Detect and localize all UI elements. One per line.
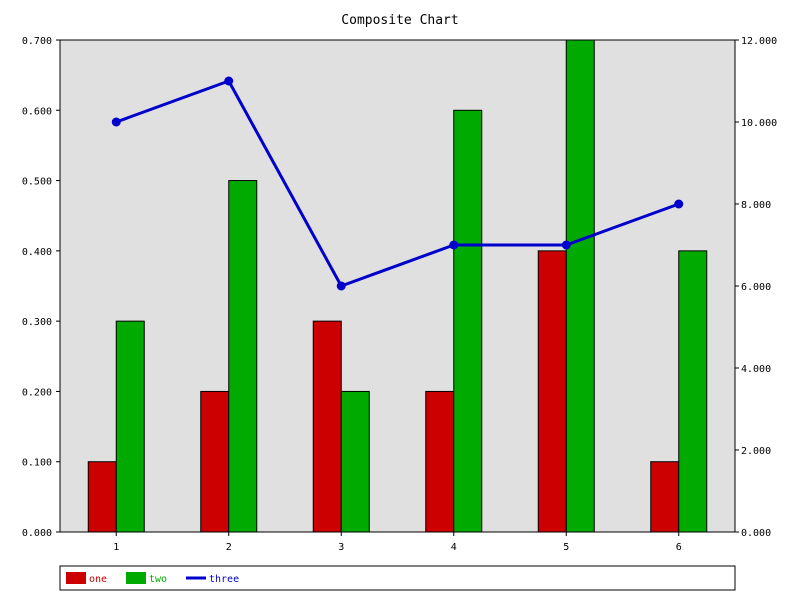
point-three-2 <box>224 76 234 86</box>
bar-two-3 <box>340 390 370 533</box>
x-tick-label: 3 <box>338 542 344 553</box>
bar-two-4 <box>453 109 483 533</box>
legend-label-one: one <box>89 574 107 585</box>
y2-tick-label: 8.000 <box>741 200 771 211</box>
bar-two-6 <box>678 250 708 533</box>
y2-tick-label: 12.000 <box>741 36 777 47</box>
x-tick-label: 1 <box>113 542 119 553</box>
point-three-5 <box>561 240 571 250</box>
bar-two-1 <box>115 320 145 533</box>
bar-one-4 <box>425 390 455 533</box>
legend-swatch-two <box>126 572 146 584</box>
bar-one-2 <box>200 390 230 533</box>
y-tick-label: 0.500 <box>22 177 52 188</box>
legend-label-two: two <box>149 574 167 585</box>
point-three-6 <box>674 199 684 209</box>
bar-two-5 <box>565 39 595 533</box>
chart-title: Composite Chart <box>341 13 458 28</box>
bar-two-2 <box>228 180 258 533</box>
legend-box <box>59 565 736 591</box>
plot-area <box>60 40 735 532</box>
x-tick-label: 5 <box>563 542 569 553</box>
y-tick-label: 0.400 <box>22 247 52 258</box>
y2-tick-label: 0.000 <box>741 528 771 539</box>
y-tick-label: 0.600 <box>22 106 52 117</box>
bar-one-6 <box>650 461 680 533</box>
legend-label-three: three <box>209 574 239 585</box>
y-tick-label: 0.200 <box>22 387 52 398</box>
x-tick-label: 2 <box>226 542 232 553</box>
legend-swatch-one <box>66 572 86 584</box>
point-three-1 <box>111 117 121 127</box>
x-tick-label: 6 <box>676 542 682 553</box>
bar-one-3 <box>312 320 342 533</box>
point-three-3 <box>336 281 346 291</box>
y2-tick-label: 6.000 <box>741 282 771 293</box>
bar-one-1 <box>87 461 117 533</box>
bar-one-5 <box>537 250 567 533</box>
line-series-three <box>115 79 680 288</box>
x-tick-label: 4 <box>451 542 457 553</box>
y2-tick-label: 4.000 <box>741 364 771 375</box>
y-tick-label: 0.100 <box>22 458 52 469</box>
y2-tick-label: 10.000 <box>741 118 777 129</box>
point-three-4 <box>449 240 459 250</box>
y-tick-label: 0.300 <box>22 317 52 328</box>
y-tick-label: 0.000 <box>22 528 52 539</box>
y2-tick-label: 2.000 <box>741 446 771 457</box>
y-tick-label: 0.700 <box>22 36 52 47</box>
